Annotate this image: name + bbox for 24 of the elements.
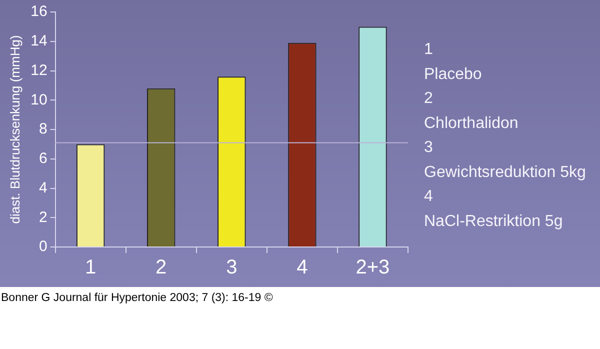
y-tick-label: 14: [30, 32, 48, 50]
text: Placebo: [424, 64, 483, 84]
y-tick-label: 8: [38, 120, 48, 138]
y-tick-label: 0: [38, 238, 48, 256]
y-tick-label: 4: [38, 179, 48, 196]
text: Gewichtsreduktion 5kg: [424, 162, 586, 182]
x-tick-label: 1: [84, 256, 96, 279]
x-tick-label: 2+3: [356, 256, 390, 279]
x-tick-label: 2: [156, 256, 167, 279]
text: 1: [424, 40, 434, 60]
y-tick-label: 12: [30, 62, 48, 79]
text: 4: [424, 187, 434, 207]
text: Chlorthalidon: [424, 114, 520, 134]
y-tick-label: 2: [38, 208, 48, 226]
x-tick-label: 3: [226, 256, 238, 279]
x-tick-label: 4: [296, 256, 308, 279]
y-tick-label: 16: [30, 3, 48, 20]
y-tick-label: 6: [38, 150, 48, 168]
text: NaCl-Restriktion 5g: [424, 212, 564, 232]
text: Bonner G Journal für Hypertonie 2003; 7 (3): 16-19 ©: [1, 292, 273, 304]
y-tick-label: 10: [30, 91, 48, 108]
text: 3: [424, 138, 434, 158]
y-axis-title: diast. Blutdrucksenkung (mmHg): [7, 35, 22, 224]
text: 2: [424, 89, 434, 109]
